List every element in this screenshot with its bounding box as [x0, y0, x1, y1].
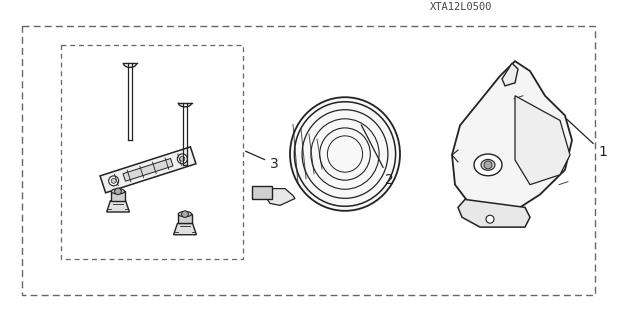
Circle shape [486, 215, 494, 223]
Polygon shape [452, 61, 572, 211]
Polygon shape [100, 147, 196, 193]
Polygon shape [265, 189, 295, 205]
Circle shape [180, 156, 185, 161]
Bar [61, 45, 243, 259]
Text: XTA12L0500: XTA12L0500 [429, 2, 492, 12]
Text: 2: 2 [361, 125, 394, 187]
Polygon shape [515, 96, 570, 185]
Ellipse shape [481, 160, 495, 170]
Bar [111, 191, 125, 201]
Ellipse shape [111, 189, 125, 194]
Circle shape [177, 154, 188, 164]
Polygon shape [123, 159, 173, 181]
Bar [22, 26, 595, 295]
Text: 1: 1 [567, 119, 607, 159]
Circle shape [111, 178, 116, 183]
Polygon shape [107, 201, 129, 212]
Polygon shape [173, 224, 196, 235]
Circle shape [182, 211, 188, 217]
Bar [252, 186, 272, 199]
Circle shape [115, 188, 122, 195]
Ellipse shape [290, 97, 400, 211]
Bar [179, 214, 191, 224]
Circle shape [109, 176, 118, 186]
Ellipse shape [179, 211, 191, 217]
Text: 3: 3 [246, 151, 279, 171]
Polygon shape [458, 199, 530, 227]
Ellipse shape [474, 154, 502, 176]
Polygon shape [502, 63, 518, 86]
Circle shape [484, 161, 492, 169]
